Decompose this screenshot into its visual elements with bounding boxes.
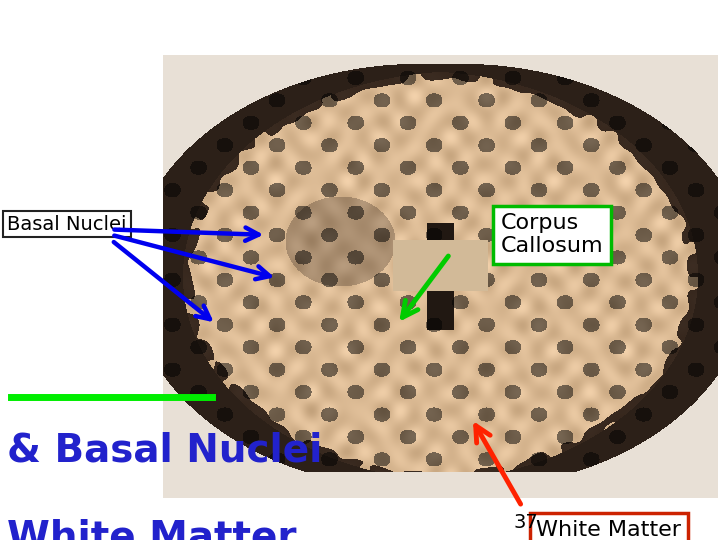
Text: & Basal Nuclei: & Basal Nuclei — [7, 432, 323, 470]
Text: Corpus
Callosum: Corpus Callosum — [500, 213, 603, 256]
Text: White Matter: White Matter — [7, 518, 297, 540]
Bar — [0, 0, 163, 540]
Text: Basal Nuclei: Basal Nuclei — [7, 214, 127, 234]
Text: 37: 37 — [513, 513, 538, 532]
Text: White Matter: White Matter — [536, 520, 681, 540]
